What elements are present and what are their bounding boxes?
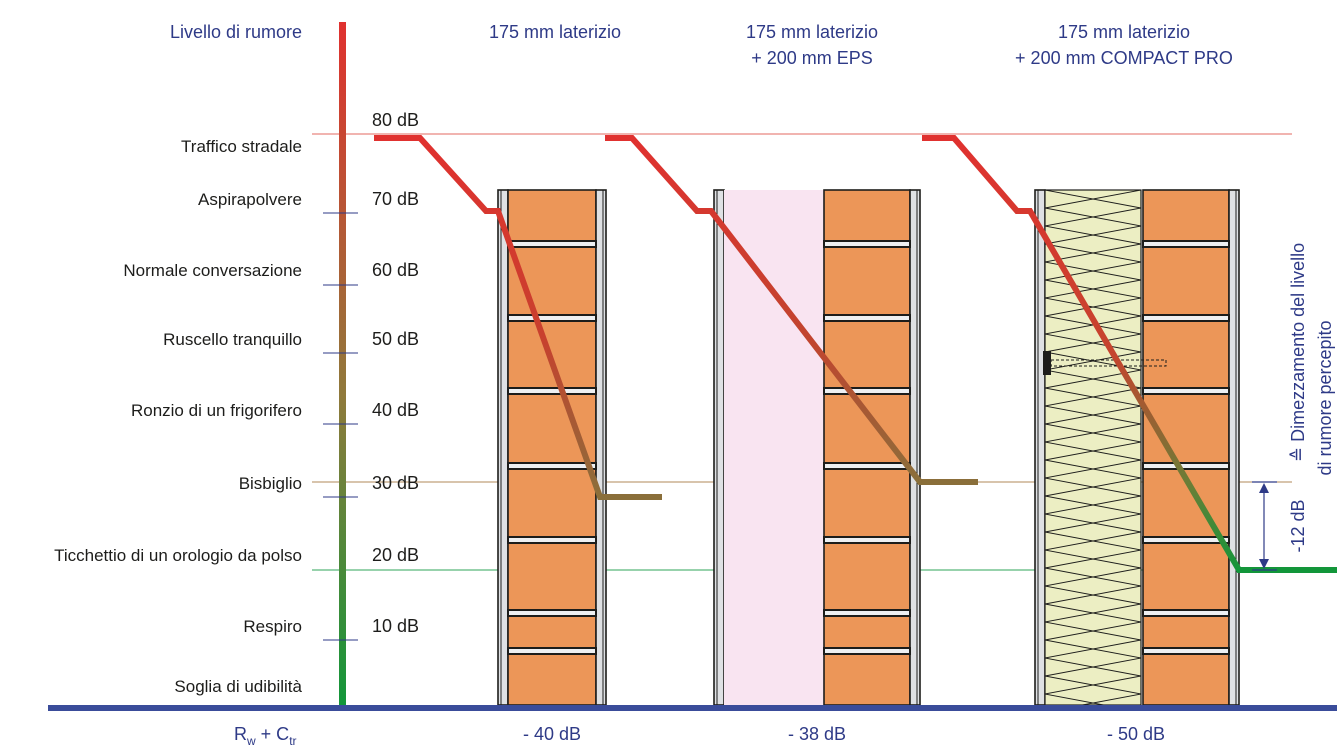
wall-3-reduction: - 50 dB bbox=[1107, 724, 1165, 744]
db-label: 10 dB bbox=[372, 616, 419, 636]
wall-2-noise-curve bbox=[605, 135, 978, 485]
wall-3-plaster-right bbox=[1228, 189, 1240, 706]
wall-3-subtitle: + 200 mm COMPACT PRO bbox=[1015, 48, 1233, 68]
wall-2-reduction: - 38 dB bbox=[788, 724, 846, 744]
wall-3-mortar bbox=[1142, 240, 1230, 655]
anchor-dowel-icon bbox=[1043, 351, 1167, 375]
db-label: 60 dB bbox=[372, 260, 419, 280]
wall-3-plaster-left bbox=[1034, 189, 1046, 706]
wall-2-title: 175 mm laterizio bbox=[746, 22, 878, 42]
db-label: 30 dB bbox=[372, 473, 419, 493]
bracket-value: -12 dB bbox=[1288, 499, 1308, 552]
db-label: 80 dB bbox=[372, 110, 419, 130]
wall-2-mortar bbox=[823, 240, 911, 655]
wall-2-plaster-left bbox=[713, 189, 725, 706]
wall-2-eps bbox=[724, 190, 824, 705]
db-label: 70 dB bbox=[372, 189, 419, 209]
db-label: 40 dB bbox=[372, 400, 419, 420]
wall-3-brick bbox=[1142, 189, 1230, 706]
wall-2-subtitle: + 200 mm EPS bbox=[751, 48, 873, 68]
level-label: Respiro bbox=[243, 617, 302, 636]
wall-2 bbox=[713, 189, 921, 706]
db-labels: 80 dB 70 dB 60 dB 50 dB 40 dB 30 dB 20 d… bbox=[372, 110, 419, 636]
wall-1-plaster-left bbox=[497, 189, 509, 706]
level-label: Normale conversazione bbox=[123, 261, 302, 280]
level-label: Traffico stradale bbox=[181, 137, 302, 156]
level-label: Ronzio di un frigorifero bbox=[131, 401, 302, 420]
level-label: Soglia di udibilità bbox=[174, 677, 302, 696]
level-label: Ticchettio di un orologio da polso bbox=[54, 546, 302, 565]
bracket-note-line2: di rumore percepito bbox=[1315, 320, 1335, 475]
wall-2-plaster-right bbox=[909, 189, 921, 706]
db-label: 20 dB bbox=[372, 545, 419, 565]
wall-3 bbox=[1034, 189, 1240, 706]
baseline bbox=[48, 705, 1337, 711]
axis-ticks bbox=[323, 212, 358, 641]
wall-1-plaster-right bbox=[595, 189, 607, 706]
wall-1 bbox=[497, 189, 607, 706]
level-labels: Traffico stradale Aspirapolvere Normale … bbox=[54, 137, 302, 696]
db-label: 50 dB bbox=[372, 329, 419, 349]
footer-label: Rw + Ctr bbox=[234, 724, 297, 748]
wall-3-title: 175 mm laterizio bbox=[1058, 22, 1190, 42]
wall-3-insulation bbox=[1044, 189, 1142, 706]
level-label: Aspirapolvere bbox=[198, 190, 302, 209]
wall-1-noise-curve bbox=[374, 135, 662, 500]
axis-title: Livello di rumore bbox=[170, 22, 302, 42]
reduction-bracket bbox=[1252, 481, 1277, 571]
wall-1-title: 175 mm laterizio bbox=[489, 22, 621, 42]
level-label: Ruscello tranquillo bbox=[163, 330, 302, 349]
level-label: Bisbiglio bbox=[239, 474, 302, 493]
noise-axis bbox=[339, 22, 346, 705]
bracket-note-line1: ≙ Dimezzamento del livello bbox=[1288, 243, 1308, 462]
wall-1-reduction: - 40 dB bbox=[523, 724, 581, 744]
